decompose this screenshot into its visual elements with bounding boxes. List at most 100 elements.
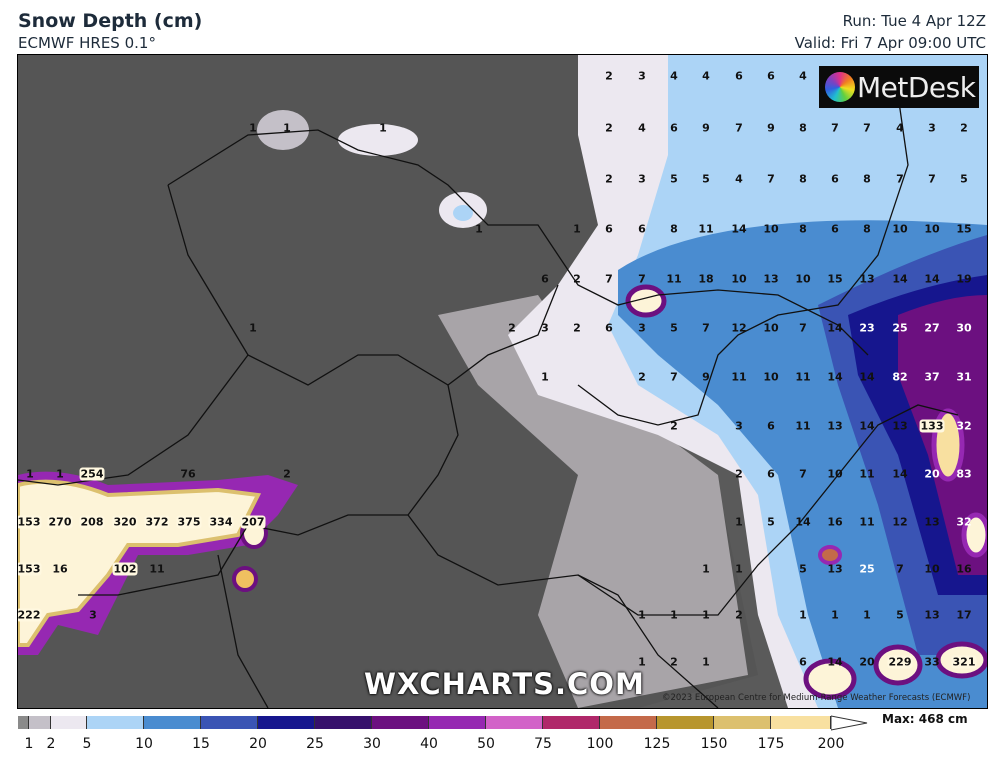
legend-swatch <box>29 716 51 729</box>
snow-depth-value: 14 <box>859 370 875 384</box>
snow-depth-value: 6 <box>831 172 839 186</box>
legend-swatch <box>51 716 87 729</box>
snow-depth-value: 20 <box>924 467 940 481</box>
snow-depth-value: 6 <box>767 419 775 433</box>
legend-swatch <box>486 716 543 729</box>
snow-depth-value: 320 <box>112 515 138 529</box>
snow-depth-value: 4 <box>799 69 807 83</box>
snow-depth-value: 3 <box>638 172 646 186</box>
snow-depth-value: 13 <box>924 608 940 622</box>
copyright-notice: ©2023 European Centre for Medium-Range W… <box>662 693 971 703</box>
snow-depth-value: 7 <box>928 172 936 186</box>
snow-depth-value: 372 <box>144 515 170 529</box>
snow-depth-value: 20 <box>859 655 875 669</box>
legend-swatch <box>714 716 771 729</box>
legend-tick-label: 25 <box>306 736 324 752</box>
chart-title: Snow Depth (cm) <box>18 10 203 32</box>
snow-depth-value: 1 <box>573 222 581 236</box>
snow-depth-map: 2 3 4 4 6 6 4 2 4 6 9 7 9 8 7 7 4 3 2 2 3 5 5 4 7 8 6 8 7 7 5 1 6 6 8 11 14 1… <box>17 54 988 709</box>
snow-depth-value: 14 <box>892 272 908 286</box>
snow-depth-value: 14 <box>859 419 875 433</box>
snow-depth-value: 254 <box>79 467 105 481</box>
snow-depth-value: 7 <box>799 321 807 335</box>
snow-depth-value: 208 <box>79 515 105 529</box>
snow-depth-value: 207 <box>240 515 266 529</box>
snow-depth-value: 2 <box>605 69 613 83</box>
snow-depth-value: 3 <box>89 608 97 622</box>
snow-depth-value: 18 <box>698 272 714 286</box>
snow-depth-value: 4 <box>702 69 710 83</box>
snow-depth-value: 83 <box>956 467 972 481</box>
snow-depth-value: 8 <box>863 222 871 236</box>
legend-tick-label: 20 <box>249 736 267 752</box>
snow-depth-value: 6 <box>541 272 549 286</box>
snow-depth-value: 1 <box>26 467 34 481</box>
snow-depth-value: 7 <box>702 321 710 335</box>
snow-depth-value: 2 <box>670 655 678 669</box>
snow-depth-value: 5 <box>896 608 904 622</box>
snow-depth-value: 1 <box>56 467 64 481</box>
snow-depth-value: 1 <box>799 608 807 622</box>
snow-depth-value: 32 <box>956 419 972 433</box>
snow-depth-value: 13 <box>827 419 843 433</box>
snow-depth-value: 1 <box>735 515 743 529</box>
snow-depth-value: 10 <box>731 272 747 286</box>
legend-tick-label: 40 <box>420 736 438 752</box>
snow-depth-value: 10 <box>924 222 940 236</box>
snow-depth-value: 5 <box>767 515 775 529</box>
snow-depth-value: 6 <box>735 69 743 83</box>
legend-tick-label: 175 <box>757 736 785 752</box>
snow-depth-value: 13 <box>827 562 843 576</box>
snow-depth-value: 13 <box>892 419 908 433</box>
snow-depth-value: 1 <box>735 562 743 576</box>
snow-depth-value: 9 <box>702 121 710 135</box>
snow-depth-value: 11 <box>795 370 811 384</box>
snow-depth-value: 1 <box>863 608 871 622</box>
run-time: Run: Tue 4 Apr 12Z <box>842 12 986 30</box>
snow-depth-value: 222 <box>17 608 42 622</box>
snow-depth-value: 1 <box>249 121 257 135</box>
light-grey-zone <box>438 295 748 708</box>
snow-depth-value: 14 <box>827 370 843 384</box>
snow-depth-value: 2 <box>283 467 291 481</box>
snow-depth-value: 10 <box>892 222 908 236</box>
snow-depth-value: 1 <box>638 655 646 669</box>
snow-depth-value: 4 <box>670 69 678 83</box>
max-value: Max: 468 cm <box>882 712 968 726</box>
snow-depth-value: 10 <box>763 370 779 384</box>
legend-swatch <box>543 716 600 729</box>
snow-depth-value: 2 <box>960 121 968 135</box>
snow-blob-mid <box>818 545 842 565</box>
snow-depth-value: 13 <box>763 272 779 286</box>
snow-depth-value: 15 <box>956 222 972 236</box>
snow-blob-south1 <box>803 658 857 700</box>
snow-depth-value: 11 <box>731 370 747 384</box>
snow-depth-value: 1 <box>670 608 678 622</box>
legend-tick-label: 2 <box>46 736 56 752</box>
snow-depth-value: 6 <box>799 655 807 669</box>
snow-depth-value: 11 <box>795 419 811 433</box>
snow-depth-value: 8 <box>799 222 807 236</box>
snow-depth-value: 12 <box>731 321 747 335</box>
model-name: ECMWF HRES 0.1° <box>18 34 156 52</box>
snow-depth-value: 4 <box>896 121 904 135</box>
snow-depth-value: 7 <box>670 370 678 384</box>
country-borders <box>18 94 959 708</box>
snow-depth-value: 2 <box>735 467 743 481</box>
snow-depth-value: 2 <box>573 272 581 286</box>
snow-depth-value: 32 <box>956 515 972 529</box>
snow-depth-value: 31 <box>956 370 972 384</box>
legend-swatch <box>18 716 29 729</box>
snow-depth-value: 16 <box>827 515 843 529</box>
metdesk-logo-icon <box>825 72 855 102</box>
snow-depth-value: 1 <box>283 121 291 135</box>
snow-depth-value: 11 <box>859 467 875 481</box>
snow-blob-east2 <box>961 512 987 558</box>
snow-depth-value: 9 <box>702 370 710 384</box>
snow-depth-value: 82 <box>892 370 908 384</box>
color-legend: 1 2 5 10 15 20 25 30 40 50 75 100 125 150 175 200 Max: … <box>0 710 1001 768</box>
snow-depth-value: 76 <box>180 467 196 481</box>
snow-depth-value: 16 <box>52 562 68 576</box>
logo-text: MetDesk <box>857 70 976 104</box>
snow-depth-value: 16 <box>956 562 972 576</box>
